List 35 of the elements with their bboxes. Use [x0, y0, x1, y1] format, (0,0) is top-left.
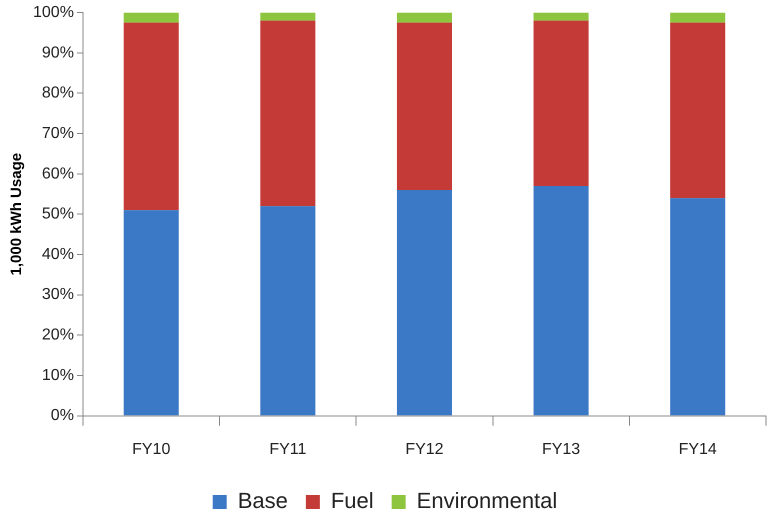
y-tick-label: 90% — [42, 44, 74, 62]
x-tick-label: FY12 — [405, 440, 444, 458]
legend-label: Base — [238, 488, 288, 514]
legend-label: Environmental — [416, 488, 558, 514]
bar — [396, 22, 452, 190]
x-tick-label: FY10 — [132, 440, 170, 458]
bar — [670, 198, 726, 416]
y-tick-label: 20% — [42, 326, 74, 344]
bar — [260, 206, 316, 416]
x-tick-label: FY13 — [542, 440, 580, 458]
bar — [124, 22, 179, 210]
y-tick-label: 60% — [42, 165, 74, 182]
bar — [124, 210, 179, 416]
bar — [124, 12, 179, 23]
bar — [534, 20, 589, 186]
bar — [260, 20, 316, 206]
bar — [396, 190, 452, 416]
y-axis-title: 1,000 kWh Usage — [8, 152, 26, 276]
y-tick-label: 80% — [42, 84, 74, 102]
y-tick-label: 10% — [42, 366, 74, 384]
y-tick-label: 40% — [42, 246, 74, 263]
x-tick-label: FY14 — [678, 440, 717, 458]
bar — [396, 12, 452, 23]
y-tick-label: 70% — [42, 124, 74, 142]
x-tick-label: FY11 — [269, 440, 306, 458]
bar — [260, 12, 316, 21]
legend-label: Fuel — [330, 488, 374, 514]
y-tick-label: 30% — [42, 286, 74, 304]
bar — [534, 12, 589, 21]
y-tick-label: 0% — [50, 407, 74, 424]
bar — [534, 186, 589, 416]
y-tick-label: 100% — [33, 4, 74, 22]
y-tick-label: 50% — [42, 206, 74, 223]
bar — [670, 12, 726, 23]
bar — [670, 22, 726, 198]
